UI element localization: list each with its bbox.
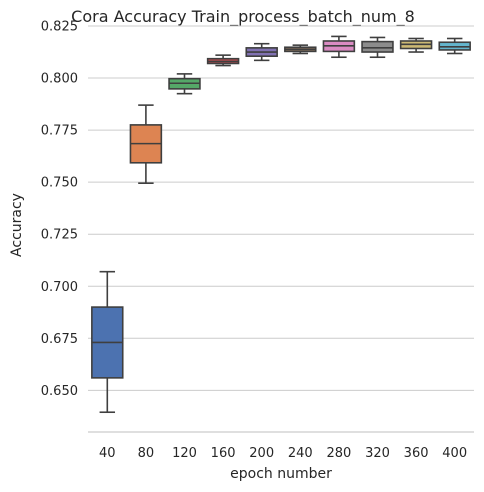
x-tick-label: 360 (404, 446, 429, 461)
x-tick-label: 320 (365, 446, 390, 461)
box-240 (284, 44, 317, 55)
box-360 (399, 37, 433, 53)
chart-title: Cora Accuracy Train_process_batch_num_8 (71, 7, 415, 27)
y-tick-label: 0.775 (41, 124, 78, 139)
y-tick-labels: 0.650 0.675 0.700 0.725 0.750 0.775 0.800 0.825 (41, 20, 78, 399)
box-120 (168, 73, 201, 95)
x-tick-label: 80 (138, 446, 155, 461)
x-axis-label: epoch number (230, 466, 332, 482)
box-400 (438, 37, 471, 55)
box-40 (91, 270, 124, 414)
x-tick-label: 160 (211, 446, 236, 461)
x-tick-labels: 40 80 120 160 200 240 280 320 360 400 (99, 446, 467, 461)
x-tick-label: 280 (326, 446, 351, 461)
box-320 (361, 36, 394, 59)
y-tick-label: 0.675 (41, 332, 78, 347)
y-tick-label: 0.700 (41, 280, 78, 295)
boxes (91, 35, 471, 414)
box-160 (206, 54, 240, 67)
y-axis-label: Accuracy (9, 193, 25, 257)
box-280 (322, 35, 356, 59)
y-tick-label: 0.750 (41, 176, 78, 191)
x-tick-label: 240 (288, 446, 313, 461)
grid-lines (88, 25, 474, 391)
box-body (361, 40, 394, 53)
y-tick-label: 0.825 (41, 20, 78, 35)
x-tick-label: 200 (249, 446, 274, 461)
box-80 (129, 104, 163, 184)
y-tick-label: 0.650 (41, 384, 78, 399)
x-tick-label: 40 (99, 446, 116, 461)
box-200 (245, 42, 278, 62)
y-tick-label: 0.725 (41, 228, 78, 243)
x-tick-label: 120 (172, 446, 197, 461)
x-tick-label: 400 (442, 446, 467, 461)
y-tick-label: 0.800 (41, 72, 78, 87)
